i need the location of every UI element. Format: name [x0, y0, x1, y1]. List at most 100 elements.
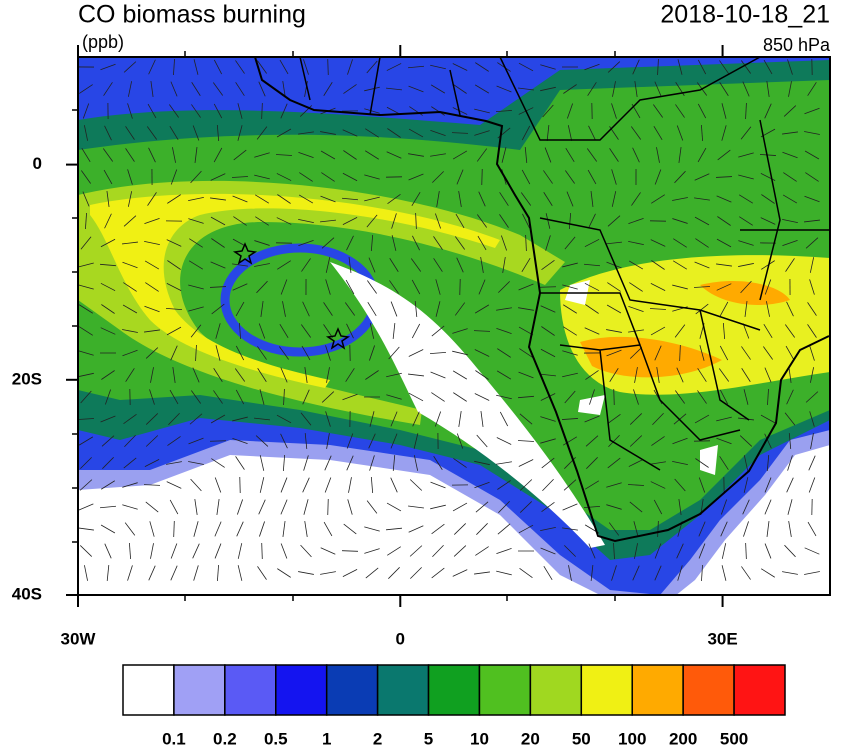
wind-barb	[366, 500, 378, 514]
colorbar-box	[478, 664, 532, 716]
wind-barb	[300, 324, 312, 338]
wind-barb	[456, 433, 464, 449]
wind-barb	[125, 148, 135, 162]
wind-barb	[257, 346, 267, 360]
wind-barb	[518, 524, 534, 534]
wind-barb	[786, 389, 794, 405]
wind-barb	[694, 197, 710, 201]
wind-barb	[454, 302, 466, 316]
wind-barb	[695, 238, 709, 248]
colorbar-label: 5	[424, 729, 433, 748]
wind-barb	[150, 543, 154, 559]
wind-barb	[716, 195, 732, 203]
wind-barb	[540, 305, 556, 313]
wind-barb	[788, 521, 792, 537]
wind-barb	[192, 125, 200, 141]
wind-barb	[786, 477, 794, 493]
wind-barb	[83, 125, 89, 141]
wind-barb	[495, 109, 513, 113]
field	[78, 57, 830, 595]
wind-barb	[387, 128, 401, 138]
wind-barb	[232, 437, 248, 445]
wind-barb	[588, 543, 596, 559]
colorbar-label: 0.5	[264, 729, 288, 748]
wind-barb	[435, 301, 441, 317]
wind-barb	[763, 59, 773, 75]
wind-barb	[236, 499, 244, 515]
wind-barb	[84, 565, 88, 581]
wind-barb	[254, 174, 270, 180]
wind-barb	[584, 63, 600, 71]
wind-barb	[474, 304, 490, 314]
wind-barb	[325, 257, 331, 273]
wind-barb	[760, 414, 776, 424]
wind-barb	[166, 239, 182, 247]
wind-barb	[478, 279, 486, 295]
wind-barb	[194, 147, 198, 163]
wind-barb	[366, 60, 378, 74]
wind-barb	[738, 174, 754, 180]
wind-barb	[480, 257, 484, 273]
wind-barb	[452, 370, 468, 380]
wind-barb	[100, 282, 116, 292]
wind-barb	[543, 170, 553, 184]
wind-barb	[563, 84, 577, 94]
wind-barb	[390, 477, 398, 493]
wind-barb	[606, 504, 622, 510]
wind-barb	[743, 477, 749, 493]
wind-barb	[701, 124, 703, 142]
wind-barb	[386, 87, 402, 91]
wind-barb	[453, 84, 467, 94]
wind-barb	[167, 436, 181, 446]
wind-barb	[740, 280, 752, 294]
x-tick-label: 30E	[707, 629, 737, 648]
wind-barb	[787, 59, 793, 75]
wind-barb	[277, 260, 291, 270]
wind-barb	[452, 107, 468, 115]
wind-barb	[214, 477, 222, 493]
wind-barb	[407, 65, 425, 69]
wind-barb	[716, 283, 732, 291]
wind-barb	[365, 370, 379, 380]
colorbar-box	[224, 664, 277, 716]
wind-barb	[672, 218, 688, 224]
wind-barb	[675, 390, 685, 404]
wind-barb	[804, 219, 820, 223]
wind-barb	[458, 191, 462, 207]
wind-barb	[364, 108, 380, 114]
wind-barb	[629, 282, 643, 292]
wind-barb	[497, 523, 511, 535]
wind-barb	[608, 434, 620, 448]
wind-barb	[787, 455, 793, 471]
wind-barb	[722, 322, 726, 340]
wind-barb	[632, 59, 640, 75]
wind-barb	[342, 172, 358, 182]
wind-barb	[146, 126, 158, 140]
wind-barb	[169, 104, 179, 118]
wind-barb	[145, 282, 159, 292]
wind-barb	[474, 460, 490, 466]
wind-barb	[100, 238, 116, 248]
wind-barb	[743, 521, 749, 537]
wind-barb	[123, 413, 137, 425]
wind-barb	[500, 235, 508, 251]
borders	[299, 57, 830, 471]
wind-barb	[145, 501, 159, 513]
wind-barb	[697, 390, 707, 404]
wind-barb	[276, 217, 292, 225]
wind-barb	[408, 349, 424, 357]
wind-barb	[496, 437, 512, 445]
wind-barb	[345, 279, 355, 295]
wind-barb	[388, 346, 400, 360]
wind-barb	[496, 548, 512, 554]
wind-barb	[546, 125, 550, 141]
y-tick-label: 0	[33, 154, 42, 173]
wind-barb	[474, 108, 490, 114]
wind-barb	[195, 344, 197, 362]
wind-barb	[144, 459, 160, 467]
wind-barb	[434, 411, 442, 427]
wind-barb	[788, 432, 792, 450]
wind-barb	[390, 433, 398, 449]
wind-barb	[787, 499, 793, 515]
wind-barb	[562, 262, 578, 268]
